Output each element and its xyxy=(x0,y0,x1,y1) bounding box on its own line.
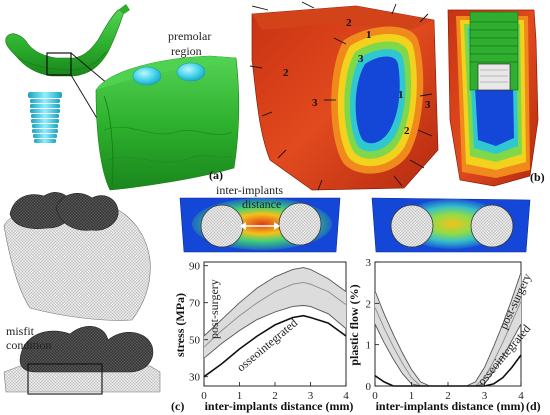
mesh-model-bottom xyxy=(3,326,161,395)
premolar-selection-box xyxy=(46,52,72,76)
misfit-label-line-1: misfit xyxy=(6,324,35,338)
x-tick-label: 4 xyxy=(343,390,349,402)
implant-mesh-circle xyxy=(470,204,514,248)
panel-tag-c: (c) xyxy=(171,399,184,413)
y-tick-label: 0 xyxy=(366,381,372,393)
y-tick-label: 90 xyxy=(189,261,201,273)
zoom-line xyxy=(70,52,109,85)
panel-b: 2 1 3 2 3 1 3 2 (b) xyxy=(249,1,545,191)
contour-number: 2 xyxy=(283,67,289,79)
implant-mesh-circle xyxy=(278,202,322,246)
implant-mesh-circle xyxy=(390,204,434,248)
y-tick-label: 2 xyxy=(366,298,372,310)
misfit-label-line-2: condition xyxy=(6,338,51,352)
stress-map-c: inter-implants distance xyxy=(179,183,341,253)
contour-number: 3 xyxy=(425,99,431,111)
x-tick-label: 3 xyxy=(308,390,314,402)
series-line xyxy=(203,281,347,348)
x-tick-label: 1 xyxy=(237,390,243,402)
contour-number: 2 xyxy=(346,17,352,29)
series-line xyxy=(203,305,347,359)
distance-label-line-2: distance xyxy=(242,197,281,211)
x-tick-label: 2 xyxy=(445,390,451,402)
contour-numbers: 2 1 3 2 3 1 3 2 xyxy=(283,17,431,137)
region-label-line-1: premolar xyxy=(168,29,211,43)
x-tick-label: 2 xyxy=(272,390,278,402)
y-tick-label: 1 xyxy=(366,340,372,352)
panel-a: premolar region (a) xyxy=(5,4,240,191)
bone-block-model xyxy=(95,55,240,191)
contour-number: 2 xyxy=(404,125,410,137)
y-axis-label: plastic flow (%) xyxy=(347,284,361,365)
panel-tag-a: (a) xyxy=(209,168,223,182)
post-surgery-band xyxy=(204,267,346,359)
contour-number: 3 xyxy=(312,97,318,109)
x-axis-label: inter-implants distance (mm) xyxy=(376,399,525,413)
implant-top-right xyxy=(176,62,206,82)
panel-tag-d: (d) xyxy=(526,399,541,413)
stress-chart: 30 50 70 90 0 1 2 3 4 stress (MPa) inter-implan… xyxy=(171,261,353,413)
stress-map-d xyxy=(371,197,531,253)
x-tick-label: 4 xyxy=(518,390,524,402)
panel-tag-b: (b) xyxy=(530,170,545,184)
implant-model xyxy=(28,92,62,143)
contour-number: 1 xyxy=(366,29,372,41)
mesh-model-top xyxy=(3,192,151,321)
contour-number: 3 xyxy=(358,53,364,65)
region-label-line-2: region xyxy=(171,44,202,58)
contour-number: 1 xyxy=(398,89,404,101)
implant-cross-section xyxy=(447,9,539,187)
y-tick-label: 30 xyxy=(189,372,201,384)
stress-section-model xyxy=(249,1,439,191)
x-tick-label: 0 xyxy=(201,390,207,402)
panel-c-meshes: misfit condition xyxy=(3,192,161,395)
y-tick-label: 50 xyxy=(189,335,201,347)
distance-label-line-1: inter-implants xyxy=(216,183,283,197)
plastic-flow-chart: 0 1 2 3 0 1 2 3 4 plastic flow (%) inter-implan… xyxy=(347,257,541,413)
annotation-post-surgery: post-surgery xyxy=(207,279,221,339)
series-line xyxy=(203,267,347,337)
series-line xyxy=(203,314,347,378)
y-tick-label: 3 xyxy=(366,257,372,269)
x-tick-label: 1 xyxy=(409,390,415,402)
y-tick-label: 70 xyxy=(189,298,201,310)
x-tick-label: 3 xyxy=(482,390,488,402)
misfit-highlight-box xyxy=(27,363,103,395)
post-surgery-band xyxy=(448,272,521,386)
implant-top-left xyxy=(132,66,162,86)
y-axis-label: stress (MPa) xyxy=(173,293,187,357)
x-axis-label: inter-implants distance (mm) xyxy=(205,399,354,413)
zoom-line xyxy=(70,74,99,121)
implant-mesh-circle xyxy=(200,204,244,248)
post-surgery-band xyxy=(375,290,448,386)
x-tick-label: 0 xyxy=(372,390,378,402)
mandible-model xyxy=(5,4,130,77)
